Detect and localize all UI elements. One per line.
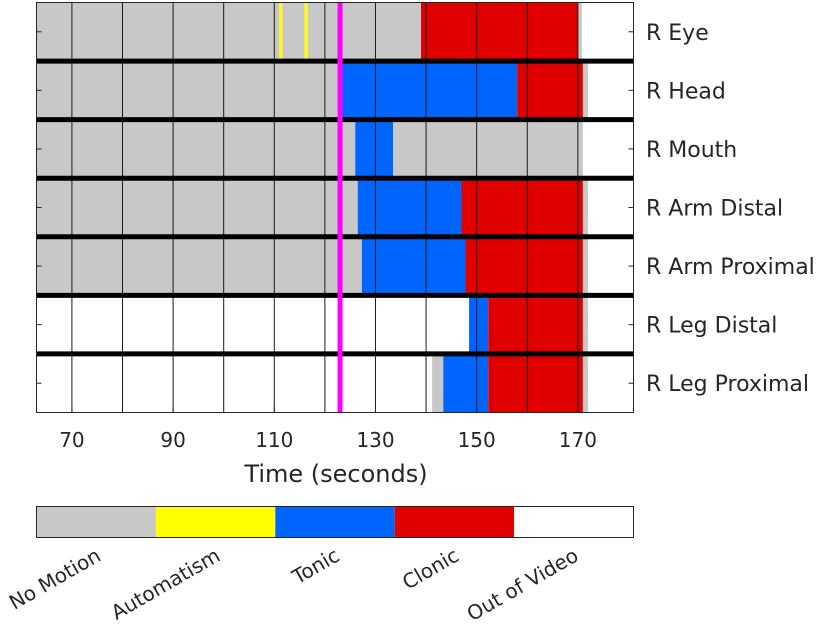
segment-r-arm-distal-no-motion [36,178,358,237]
segment-r-leg-distal-clonic [488,295,583,354]
segment-r-arm-distal-out-of-video [587,178,634,237]
segment-r-mouth-tonic [355,119,394,179]
segment-r-leg-distal-no-motion [582,295,588,354]
row-label-r-arm-proximal: R Arm Proximal [646,255,815,280]
x-tick-label-90: 90 [160,428,185,452]
row-label-r-arm-distal: R Arm Distal [646,197,783,222]
segment-r-arm-proximal-clonic [465,236,583,296]
legend-swatch-tonic [275,506,395,538]
segment-r-eye-clonic [421,2,578,62]
legend-label-no-motion: No Motion [5,543,105,614]
legend-swatch-out-of-video [514,506,634,538]
segment-r-leg-proximal-tonic [443,353,489,413]
segment-r-mouth-out-of-video [582,119,634,179]
row-separators [36,58,634,357]
legend-swatch-no-motion [36,506,156,538]
segment-r-eye-no-motion [282,2,305,62]
segments-layer [36,2,634,413]
x-tick-label-70: 70 [59,428,84,452]
legend-label-tonic: Tonic [287,543,343,589]
row-labels: R Eye R Head R Mouth R Arm Distal R Arm Prox… [646,21,815,397]
axis-ticks [36,31,634,413]
legend-swatch-automatism [155,506,276,538]
segment-r-leg-proximal-no-motion [432,353,444,413]
row-label-r-leg-distal: R Leg Distal [646,314,777,339]
x-tick-label-130: 130 [356,428,394,452]
x-axis-title: Time (seconds) [243,460,427,488]
legend-swatch-clonic [394,506,515,538]
segment-r-eye-automatism [304,2,308,62]
segment-r-arm-distal-no-motion [582,178,588,237]
segment-r-head-out-of-video [587,61,634,120]
segment-r-eye-no-motion [307,2,422,62]
segment-r-head-clonic [517,61,583,120]
gridlines [71,2,579,413]
row-label-r-eye: R Eye [646,21,709,46]
row-label-r-leg-proximal: R Leg Proximal [646,372,809,397]
segment-r-leg-proximal-out-of-video [587,353,634,413]
segment-r-eye-no-motion [577,2,582,62]
legend-colorbar: No Motion Automatism Tonic Clonic Out of Vid… [5,506,634,626]
segment-r-head-no-motion [36,61,341,120]
plot-area [36,2,634,413]
x-tick-labels: 70 90 110 130 150 170 [59,428,597,452]
legend-frame [36,506,634,538]
segment-r-arm-distal-tonic [357,178,462,237]
segment-r-head-tonic [340,61,518,120]
legend-label-out-of-video: Out of Video [463,543,583,626]
x-tick-label-150: 150 [458,428,496,452]
segment-r-leg-proximal-out-of-video [36,353,433,413]
segment-r-arm-proximal-out-of-video [587,236,634,296]
segment-r-leg-distal-tonic [469,295,489,354]
row-label-r-head: R Head [646,79,726,104]
segment-r-head-no-motion [582,61,588,120]
segment-r-eye-automatism [279,2,283,62]
segment-r-leg-distal-out-of-video [587,295,634,354]
row-label-r-mouth: R Mouth [646,138,737,163]
segment-r-leg-distal-out-of-video [36,295,470,354]
segment-r-arm-distal-clonic [461,178,583,237]
segment-r-arm-proximal-no-motion [36,236,362,296]
segment-r-leg-proximal-no-motion [582,353,588,413]
segment-r-eye-out-of-video [581,2,634,62]
legend-label-clonic: Clonic [398,543,463,594]
segment-r-mouth-no-motion [36,119,356,179]
legend-label-automatism: Automatism [107,543,224,625]
segment-r-arm-proximal-tonic [361,236,466,296]
x-tick-label-170: 170 [559,428,597,452]
segment-r-mouth-no-motion [393,119,583,179]
segment-r-arm-proximal-no-motion [582,236,588,296]
segment-r-eye-no-motion [36,2,280,62]
segment-r-leg-proximal-clonic [488,353,583,413]
x-tick-label-110: 110 [255,428,293,452]
